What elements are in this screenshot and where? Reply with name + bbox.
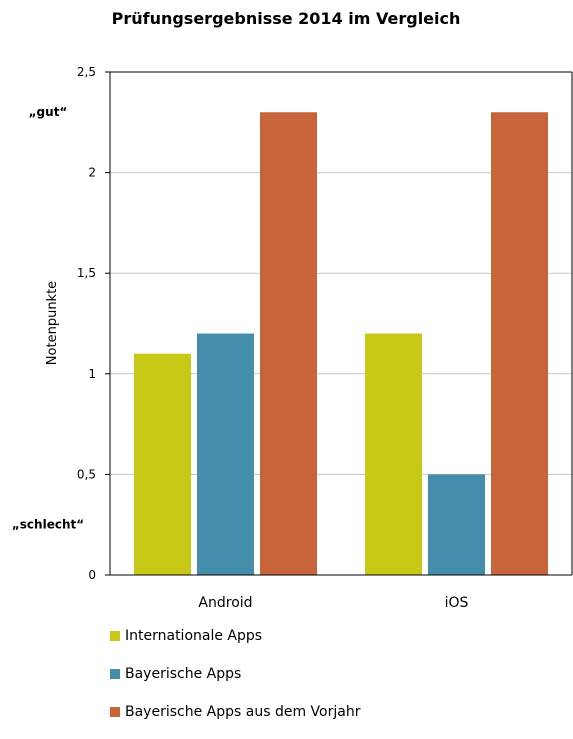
chart-legend: Internationale Apps Bayerische Apps Baye… [110, 625, 360, 739]
annotations: „gut“ „schlecht“ [12, 105, 84, 531]
bar-ios-series-1 [428, 474, 485, 575]
annotation-label: „schlecht“ [12, 518, 84, 532]
y-tick-label: 2,5 [77, 65, 96, 79]
x-category-label: iOS [445, 595, 469, 611]
x-category-label: Android [198, 595, 252, 611]
chart-title: Prüfungsergebnisse 2014 im Vergleich [112, 9, 461, 28]
y-tick-label: 1,5 [77, 266, 96, 280]
annotation-label: „gut“ [29, 105, 68, 119]
bar-android-series-2 [260, 112, 317, 576]
legend-swatch-previous-year [110, 707, 120, 717]
x-category-labels: Android iOS [198, 595, 468, 611]
y-tick-labels: 0 0,5 1 1,5 2 2,5 [77, 65, 96, 582]
y-tick-label: 1 [88, 367, 96, 381]
legend-item-previous-year: Bayerische Apps aus dem Vorjahr [110, 701, 360, 723]
legend-swatch-bavarian [110, 669, 120, 679]
bar-android-series-1 [197, 333, 254, 575]
y-tick-label: 0,5 [77, 467, 96, 481]
y-axis-label: Notenpunkte [45, 281, 60, 365]
y-tick-label: 0 [88, 568, 96, 582]
legend-label-international: Internationale Apps [125, 628, 263, 644]
legend-item-international: Internationale Apps [110, 625, 360, 647]
y-tick-label: 2 [88, 166, 96, 180]
legend-label-previous-year: Bayerische Apps aus dem Vorjahr [125, 704, 361, 720]
bar-ios-series-2 [491, 112, 548, 576]
bar-android-series-0 [134, 353, 191, 575]
axes [105, 71, 573, 576]
legend-label-bavarian: Bayerische Apps [125, 666, 242, 682]
legend-item-bavarian: Bayerische Apps [110, 663, 360, 685]
legend-swatch-international [110, 631, 120, 641]
bars [134, 112, 548, 576]
bar-ios-series-0 [365, 333, 422, 575]
